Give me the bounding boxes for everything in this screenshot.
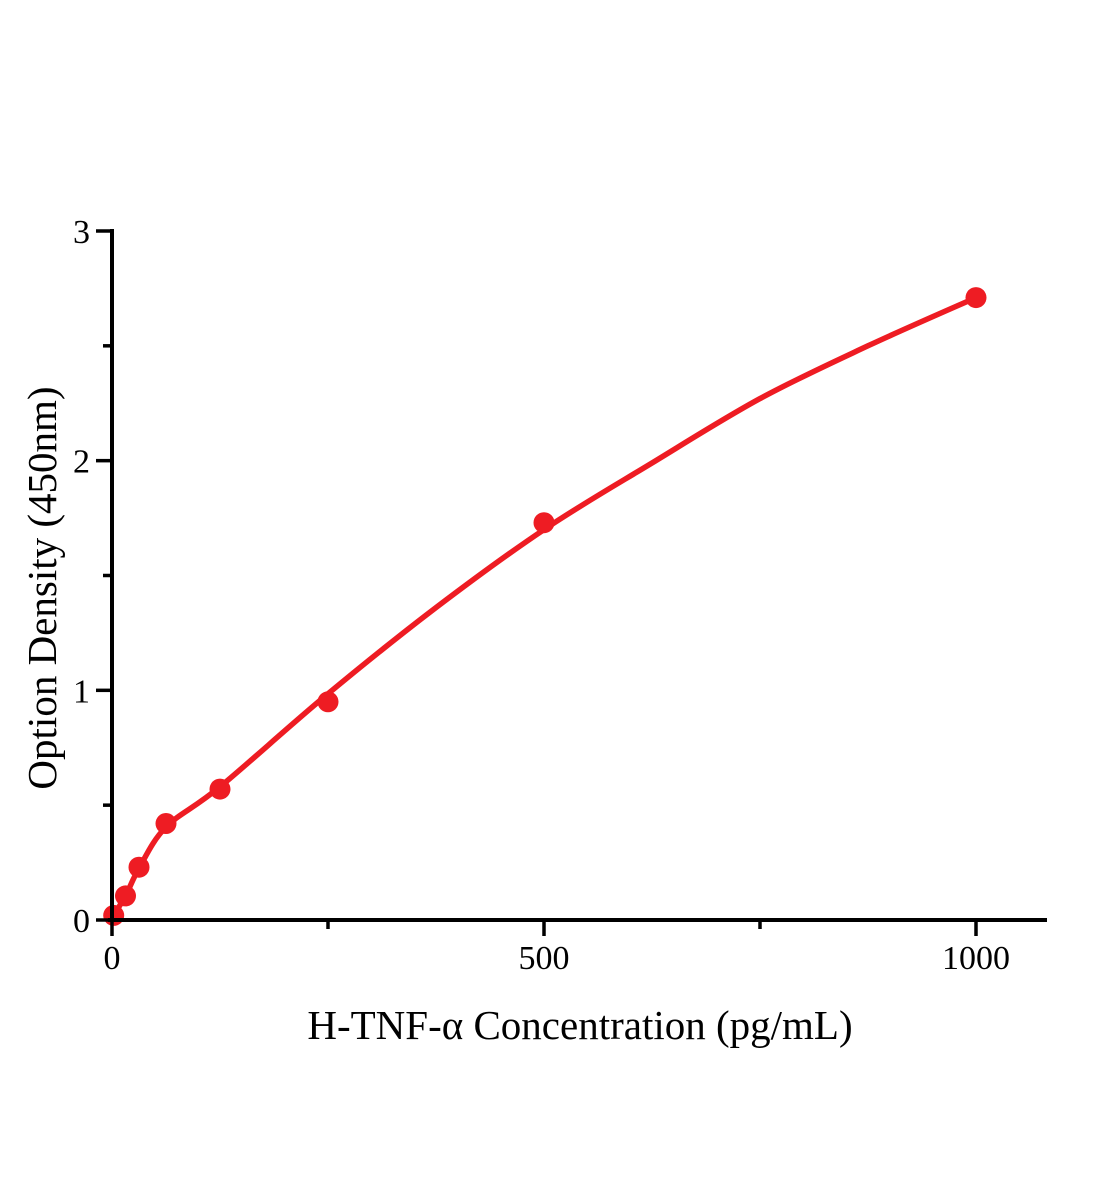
data-point (155, 813, 177, 834)
data-points (103, 287, 987, 926)
y-tick-label: 0 (73, 903, 90, 940)
axes (108, 229, 1047, 922)
y-tick-label: 3 (73, 214, 90, 251)
data-point (115, 885, 136, 907)
data-point (209, 778, 231, 800)
data-point (128, 856, 150, 878)
data-point (533, 512, 555, 534)
data-point (317, 691, 339, 713)
y-axis-title: Option Density (450nm) (19, 386, 65, 790)
y-tick-label: 1 (73, 673, 90, 710)
tick-labels: 0 500 1000 0 1 2 3 (73, 214, 1010, 977)
fitted-curve (109, 294, 979, 921)
data-point (965, 287, 987, 309)
x-axis-title: H-TNF-α Concentration (pg/mL) (307, 1002, 853, 1048)
x-tick-label: 0 (104, 940, 121, 977)
x-tick-label: 500 (519, 940, 570, 977)
y-tick-label: 2 (73, 444, 90, 481)
axis-ticks (96, 229, 978, 936)
x-tick-label: 1000 (942, 940, 1010, 977)
